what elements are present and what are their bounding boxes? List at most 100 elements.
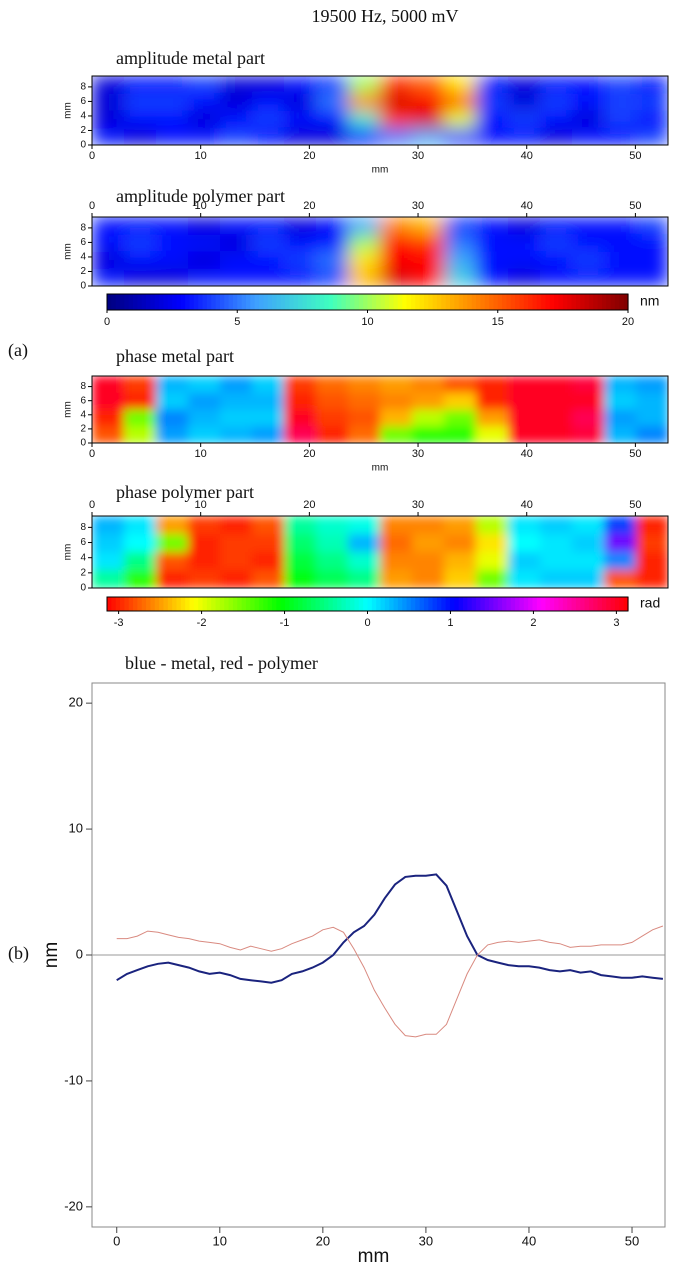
y-tick-label: 4 <box>80 111 86 122</box>
x-tick-label: 20 <box>303 499 315 511</box>
heatmap-cell <box>188 409 221 427</box>
colorbar-swatch <box>584 294 590 310</box>
colorbar-swatch <box>597 597 603 611</box>
y-axis-label: mm <box>63 544 74 561</box>
heatmap-cell <box>604 110 637 129</box>
heatmap-cell <box>636 268 669 287</box>
heatmap-cell <box>540 376 573 394</box>
colorbar-swatch <box>163 597 169 611</box>
colorbar-swatch <box>580 597 586 611</box>
heatmap-cell <box>412 392 445 410</box>
heatmap-cell <box>508 392 541 410</box>
heatmap-cell <box>508 234 541 252</box>
colorbar-swatch <box>415 597 421 611</box>
heatmap-cell <box>476 110 509 129</box>
colorbar-swatch <box>107 294 112 310</box>
heatmap-cell <box>444 426 477 444</box>
colorbar-swatch <box>397 597 403 611</box>
colorbar-swatch <box>614 294 620 310</box>
heatmap-cell <box>412 409 445 427</box>
colorbar-swatch <box>376 294 382 310</box>
heatmap-cell <box>284 110 317 129</box>
heatmap-cell <box>636 392 669 410</box>
colorbar-swatch <box>276 294 282 310</box>
heatmap-cell <box>540 516 573 535</box>
colorbar-swatch <box>150 294 156 310</box>
colorbar-swatch <box>597 294 603 310</box>
heatmap-cell <box>252 93 285 111</box>
colorbar-swatch <box>345 294 351 310</box>
heatmap-cell <box>188 392 221 410</box>
y-tick-label: 2 <box>80 266 86 277</box>
colorbar-swatch <box>493 294 499 310</box>
colorbar-swatch <box>245 294 251 310</box>
heatmap-cell <box>540 570 573 589</box>
heatmap-cell <box>476 534 509 553</box>
heatmap-cell <box>156 552 189 571</box>
heatmap-cell <box>476 234 509 252</box>
colorbar-swatch <box>619 597 625 611</box>
colorbar-swatch <box>271 294 277 310</box>
colorbar-swatch <box>432 294 438 310</box>
colorbar-swatch <box>502 597 508 611</box>
colorbar-swatch <box>489 597 495 611</box>
heatmap-cell <box>412 516 445 535</box>
heatmap-cell <box>412 76 445 94</box>
heatmap-cell <box>284 76 317 94</box>
heatmap-cell <box>252 127 285 146</box>
heatmap-cell <box>508 516 541 535</box>
heatmap-cell <box>508 552 541 571</box>
colorbar-swatch <box>493 597 499 611</box>
colorbar-swatch <box>315 597 321 611</box>
heatmap-cell <box>220 516 253 535</box>
heatmap-cell <box>188 251 221 270</box>
heatmap-cell <box>92 376 125 394</box>
x-tick-label: 0 <box>113 1233 120 1248</box>
colorbar-swatch <box>302 294 308 310</box>
heatmap-cell <box>316 552 349 571</box>
colorbar-swatch <box>623 597 629 611</box>
heatmap-cell <box>604 268 637 287</box>
x-axis-label: mm <box>358 1246 390 1267</box>
colorbar-swatch <box>280 294 286 310</box>
colorbar-swatch <box>111 597 117 611</box>
colorbar-swatch <box>476 597 481 611</box>
heatmap-cell <box>476 426 509 444</box>
heatmap-cell <box>156 409 189 427</box>
heatmap-cell <box>92 516 125 535</box>
colorbar-swatch <box>341 597 347 611</box>
heatmap-cell <box>220 534 253 553</box>
heatmap-cell <box>476 516 509 535</box>
heatmap-cell <box>476 127 509 146</box>
heatmap-cell <box>188 110 221 129</box>
colorbar-swatch <box>193 294 199 310</box>
colorbar-swatch <box>528 597 534 611</box>
heatmap-title: amplitude polymer part <box>116 186 285 206</box>
heatmap-cell <box>316 110 349 129</box>
heatmap-cell <box>188 76 221 94</box>
colorbar-swatch <box>350 294 356 310</box>
colorbar-swatch <box>558 597 564 611</box>
heatmap-cell <box>252 409 285 427</box>
colorbar-swatch <box>311 597 316 611</box>
x-tick-label: 0 <box>89 448 95 460</box>
colorbar-swatch <box>371 294 377 310</box>
heatmap-cell <box>636 127 669 146</box>
heatmap-cell <box>156 534 189 553</box>
heatmap-cell <box>444 376 477 394</box>
heatmap-cell <box>92 268 125 287</box>
heatmap-cell <box>444 76 477 94</box>
colorbar-swatch <box>536 294 542 310</box>
colorbar-swatch <box>380 294 386 310</box>
colorbar-swatch <box>293 597 299 611</box>
heatmap-cell <box>220 570 253 589</box>
heatmap-cell <box>156 127 189 146</box>
heatmap-cell <box>508 426 541 444</box>
colorbar-swatch <box>363 597 369 611</box>
colorbar-swatch <box>423 597 429 611</box>
colorbar-swatch <box>419 294 425 310</box>
colorbar-swatch <box>558 294 564 310</box>
colorbar-swatch <box>241 294 247 310</box>
x-tick-label: 20 <box>303 200 315 212</box>
colorbar-swatch <box>436 597 442 611</box>
